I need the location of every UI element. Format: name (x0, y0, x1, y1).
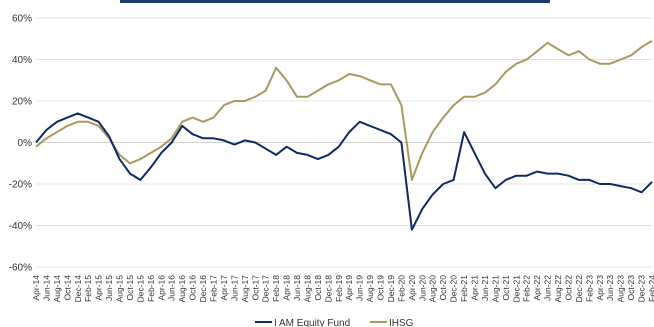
x-tick-label: Aug-22 (553, 275, 563, 303)
gridlines (36, 17, 652, 268)
x-tick-label: Aug-21 (490, 275, 500, 303)
x-tick-label: Jun-19 (355, 275, 365, 301)
x-tick-label: Feb-17 (208, 275, 218, 302)
x-tick-label: Jun-21 (480, 275, 490, 301)
x-tick-label: Feb-20 (396, 275, 406, 302)
x-tick-label: Dec-17 (261, 275, 271, 303)
x-tick-label: Aug-20 (428, 275, 438, 303)
x-tick-label: Aug-18 (302, 275, 312, 303)
x-tick-label: Oct-16 (188, 275, 198, 301)
x-tick-label: Jun-17 (229, 275, 239, 301)
y-tick-label: 40% (12, 55, 32, 66)
x-tick-label: Dec-22 (574, 275, 584, 303)
legend-label-i-am-equity-fund: I AM Equity Fund (274, 318, 350, 327)
x-tick-label: Jun-22 (543, 275, 553, 301)
x-tick-label: Oct-18 (313, 275, 323, 301)
x-axis-tick-labels: Apr-14 Jun-14 Aug-14 Oct-14 Dec-14 Feb-15 Apr-… (31, 275, 654, 303)
x-tick-label: Aug-14 (52, 275, 62, 303)
x-tick-label: Apr-22 (532, 275, 542, 301)
x-tick-label: Apr-14 (31, 275, 41, 301)
x-tick-label: Jun-20 (417, 275, 427, 301)
y-tick-label: -40% (9, 221, 32, 232)
x-tick-label: Dec-21 (511, 275, 521, 303)
series-line-ihsg (35, 39, 653, 181)
x-tick-label: Oct-14 (62, 275, 72, 301)
x-tick-label: Oct-15 (125, 275, 135, 301)
x-tick-label: Feb-18 (271, 275, 281, 302)
x-tick-label: Aug-16 (177, 275, 187, 303)
x-tick-label: Aug-23 (616, 275, 626, 303)
title-band (120, 0, 550, 3)
y-tick-label: 20% (12, 97, 32, 108)
x-tick-label: Apr-17 (219, 275, 229, 301)
y-tick-label: 60% (12, 14, 32, 25)
x-tick-label: Feb-19 (334, 275, 344, 302)
x-tick-label: Dec-20 (449, 275, 459, 303)
y-tick-label: -20% (9, 180, 32, 191)
x-tick-label: Feb-23 (584, 275, 594, 302)
x-tick-label: Aug-17 (240, 275, 250, 303)
x-tick-label: Dec-15 (135, 275, 145, 303)
x-tick-label: Jun-23 (605, 275, 615, 301)
x-tick-label: Dec-19 (386, 275, 396, 303)
x-tick-label: Oct-22 (563, 275, 573, 301)
legend-label-ihsg: IHSG (389, 318, 414, 327)
x-tick-label: Apr-18 (282, 275, 292, 301)
x-tick-label: Feb-24 (647, 275, 654, 302)
series-line-i-am-equity-fund (35, 112, 653, 231)
x-tick-label: Dec-18 (323, 275, 333, 303)
y-tick-label: -60% (9, 263, 32, 274)
x-tick-label: Feb-15 (83, 275, 93, 302)
x-tick-label: Dec-16 (198, 275, 208, 303)
x-tick-label: Dec-23 (637, 275, 647, 303)
x-tick-label: Oct-21 (501, 275, 511, 301)
y-axis-tick-labels: 60% 40% 20% 0% -20% -40% -60% (9, 14, 32, 274)
x-tick-label: Apr-23 (595, 275, 605, 301)
x-tick-label: Feb-16 (146, 275, 156, 302)
x-tick-label: Jun-15 (104, 275, 114, 301)
x-tick-label: Apr-15 (94, 275, 104, 301)
x-tick-label: Oct-19 (376, 275, 386, 301)
x-tick-label: Apr-21 (470, 275, 480, 301)
x-tick-label: Jun-16 (167, 275, 177, 301)
legend: I AM Equity Fund IHSG (255, 318, 414, 327)
y-tick-label: 0% (18, 138, 33, 149)
x-tick-label: Apr-20 (407, 275, 417, 301)
x-tick-label: Feb-21 (459, 275, 469, 302)
x-tick-label: Oct-17 (250, 275, 260, 301)
x-tick-label: Feb-22 (522, 275, 532, 302)
x-tick-label: Jun-14 (41, 275, 51, 301)
x-tick-label: Aug-15 (115, 275, 125, 303)
x-tick-label: Dec-14 (73, 275, 83, 303)
x-tick-label: Aug-19 (365, 275, 375, 303)
x-tick-label: Apr-19 (344, 275, 354, 301)
x-tick-label: Jun-18 (292, 275, 302, 301)
series-lines (35, 39, 653, 231)
x-tick-label: Oct-23 (626, 275, 636, 301)
x-tick-label: Oct-20 (438, 275, 448, 301)
x-tick-label: Apr-16 (156, 275, 166, 301)
